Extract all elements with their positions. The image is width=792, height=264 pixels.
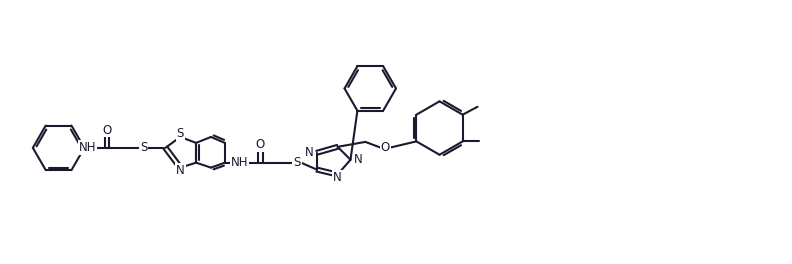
Text: N: N [176, 164, 185, 177]
Text: NH: NH [78, 141, 96, 154]
Text: N: N [333, 171, 342, 184]
Text: N: N [353, 153, 362, 166]
Text: O: O [102, 124, 112, 136]
Text: N: N [305, 146, 314, 159]
Text: O: O [256, 138, 265, 151]
Text: S: S [293, 156, 301, 169]
Text: S: S [140, 141, 147, 154]
Text: O: O [380, 141, 390, 154]
Text: S: S [177, 128, 184, 140]
Text: NH: NH [231, 156, 249, 169]
